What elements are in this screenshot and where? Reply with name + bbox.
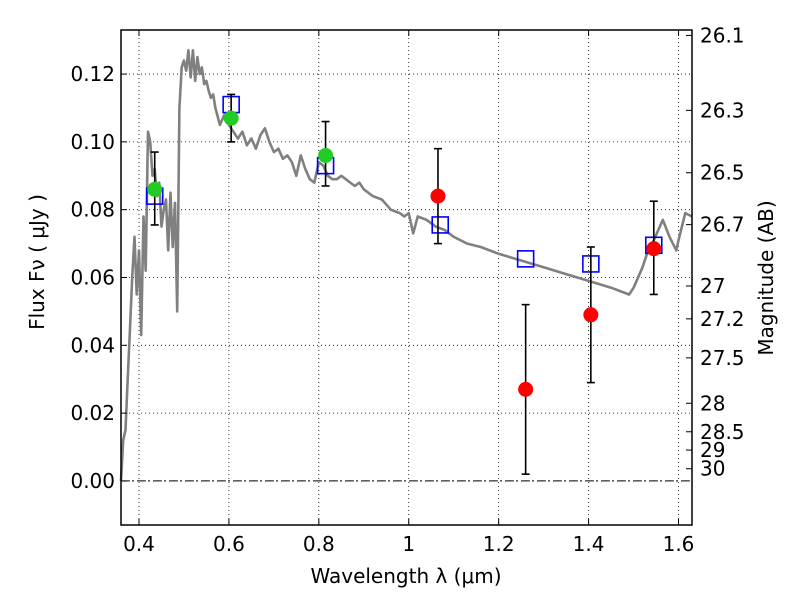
observed-point: [147, 181, 163, 197]
observed-point: [646, 241, 662, 257]
observed-point: [318, 147, 334, 163]
x-tick-label: 1.6: [663, 532, 695, 556]
y2-tick-label: 27: [700, 274, 725, 298]
y-tick-label: 0.10: [70, 130, 115, 154]
y2-tick-label: 27.2: [700, 307, 745, 331]
grid: [121, 30, 692, 525]
y-axis-label: Flux Fν ( μJy ): [25, 194, 49, 330]
x-axis-label: Wavelength λ (μm): [310, 564, 501, 588]
x-axis-ticks: 0.4 0.6 0.8 1 1.2 1.4 1.6: [123, 30, 694, 556]
x-tick-label: 1: [402, 532, 415, 556]
y2-tick-label: 29: [700, 438, 725, 462]
y2-tick-label: 26.3: [700, 98, 745, 122]
observed-point: [518, 381, 534, 397]
y-tick-label: 0.08: [70, 198, 115, 222]
y2-tick-label: 28: [700, 391, 725, 415]
model-sed-line: [119, 48, 693, 481]
y2-tick-label: 28.5: [700, 420, 745, 444]
plot-frame: [120, 29, 693, 526]
observed-points: [147, 110, 662, 397]
y-axis-ticks: 0.00 0.02 0.04 0.06 0.08 0.10 0.12: [70, 62, 127, 493]
y-tick-label: 0.02: [70, 401, 115, 425]
x-tick-label: 0.4: [123, 532, 155, 556]
y-tick-label: 0.12: [70, 62, 115, 86]
x-tick-label: 1.4: [573, 532, 605, 556]
y2-tick-label: 26.7: [700, 213, 745, 237]
x-tick-label: 0.6: [213, 532, 245, 556]
y2-axis-label: Magnitude (AB): [754, 200, 778, 355]
y2-tick-label: 27.5: [700, 346, 745, 370]
observed-point: [583, 307, 599, 323]
y-tick-label: 0.06: [70, 266, 115, 290]
x-tick-label: 1.2: [483, 532, 515, 556]
model-point-square: [431, 216, 450, 234]
y-tick-label: 0.04: [70, 333, 115, 357]
y2-tick-label: 26.5: [700, 161, 745, 185]
model-sed-curve: [119, 48, 693, 481]
y2-tick-label: 26.1: [700, 23, 745, 47]
error-bars: [150, 93, 658, 475]
model-point-square: [516, 250, 535, 268]
model-points: [145, 95, 663, 273]
observed-point: [223, 110, 239, 126]
y-tick-label: 0.00: [70, 469, 115, 493]
y2-tick-label: 30: [700, 457, 725, 481]
observed-point: [430, 188, 446, 204]
x-tick-label: 0.8: [303, 532, 335, 556]
